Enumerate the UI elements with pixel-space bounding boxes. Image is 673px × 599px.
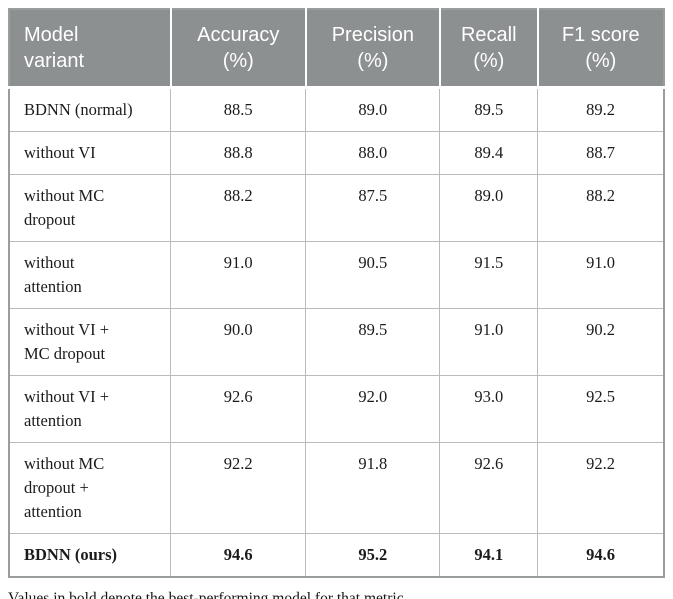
accuracy-cell: 94.6 xyxy=(170,533,307,578)
f1-score-cell: 91.0 xyxy=(537,241,665,309)
accuracy-cell: 92.2 xyxy=(170,442,307,534)
recall-cell: 89.5 xyxy=(439,87,539,132)
model-variant-cell: without MC dropout xyxy=(8,174,172,242)
model-variant-cell: BDNN (normal) xyxy=(8,87,172,132)
accuracy-cell: 88.2 xyxy=(170,174,307,242)
model-variant-cell: BDNN (ours) xyxy=(8,533,172,578)
header-model-variant: Model variant xyxy=(9,9,172,89)
header-accuracy: Accuracy (%) xyxy=(170,9,307,89)
table-row-best-model: BDNN (ours) 94.6 95.2 94.1 94.6 xyxy=(8,533,665,578)
table-row: without VI + attention 92.6 92.0 93.0 92… xyxy=(8,375,665,443)
precision-cell: 88.0 xyxy=(305,131,441,175)
table-row: without MC dropout 88.2 87.5 89.0 88.2 xyxy=(8,174,665,242)
model-variant-cell: without VI + attention xyxy=(8,375,172,443)
precision-cell: 91.8 xyxy=(305,442,441,534)
accuracy-cell: 91.0 xyxy=(170,241,307,309)
recall-cell: 94.1 xyxy=(439,533,539,578)
table-row: without VI + MC dropout 90.0 89.5 91.0 9… xyxy=(8,308,665,376)
precision-cell: 90.5 xyxy=(305,241,441,309)
recall-cell: 91.5 xyxy=(439,241,539,309)
table-row: without MC dropout + attention 92.2 91.8… xyxy=(8,442,665,534)
accuracy-cell: 88.5 xyxy=(170,87,307,132)
recall-cell: 93.0 xyxy=(439,375,539,443)
table-row: without attention 91.0 90.5 91.5 91.0 xyxy=(8,241,665,309)
header-recall: Recall (%) xyxy=(439,9,539,89)
table-caption: Values in bold denote the best-performin… xyxy=(8,590,408,599)
precision-cell: 92.0 xyxy=(305,375,441,443)
recall-cell: 89.4 xyxy=(439,131,539,175)
precision-cell: 89.0 xyxy=(305,87,441,132)
precision-cell: 87.5 xyxy=(305,174,441,242)
accuracy-cell: 92.6 xyxy=(170,375,307,443)
f1-score-cell: 88.2 xyxy=(537,174,665,242)
accuracy-cell: 88.8 xyxy=(170,131,307,175)
f1-score-cell: 92.2 xyxy=(537,442,665,534)
results-table: Model variant Accuracy (%) Precision (%)… xyxy=(8,8,665,578)
model-variant-cell: without VI + MC dropout xyxy=(8,308,172,376)
f1-score-cell: 90.2 xyxy=(537,308,665,376)
table-row: BDNN (normal) 88.5 89.0 89.5 89.2 xyxy=(8,87,665,132)
precision-cell: 95.2 xyxy=(305,533,441,578)
f1-score-cell: 94.6 xyxy=(537,533,665,578)
recall-cell: 91.0 xyxy=(439,308,539,376)
f1-score-cell: 88.7 xyxy=(537,131,665,175)
f1-score-cell: 89.2 xyxy=(537,87,665,132)
f1-score-cell: 92.5 xyxy=(537,375,665,443)
table-row: without VI 88.8 88.0 89.4 88.7 xyxy=(8,131,665,175)
model-variant-cell: without attention xyxy=(8,241,172,309)
recall-cell: 92.6 xyxy=(439,442,539,534)
precision-cell: 89.5 xyxy=(305,308,441,376)
model-variant-cell: without MC dropout + attention xyxy=(8,442,172,534)
header-f1-score: F1 score (%) xyxy=(537,9,664,89)
header-precision: Precision (%) xyxy=(305,9,441,89)
accuracy-cell: 90.0 xyxy=(170,308,307,376)
recall-cell: 89.0 xyxy=(439,174,539,242)
table-header-row: Model variant Accuracy (%) Precision (%)… xyxy=(9,9,664,89)
model-variant-cell: without VI xyxy=(8,131,172,175)
